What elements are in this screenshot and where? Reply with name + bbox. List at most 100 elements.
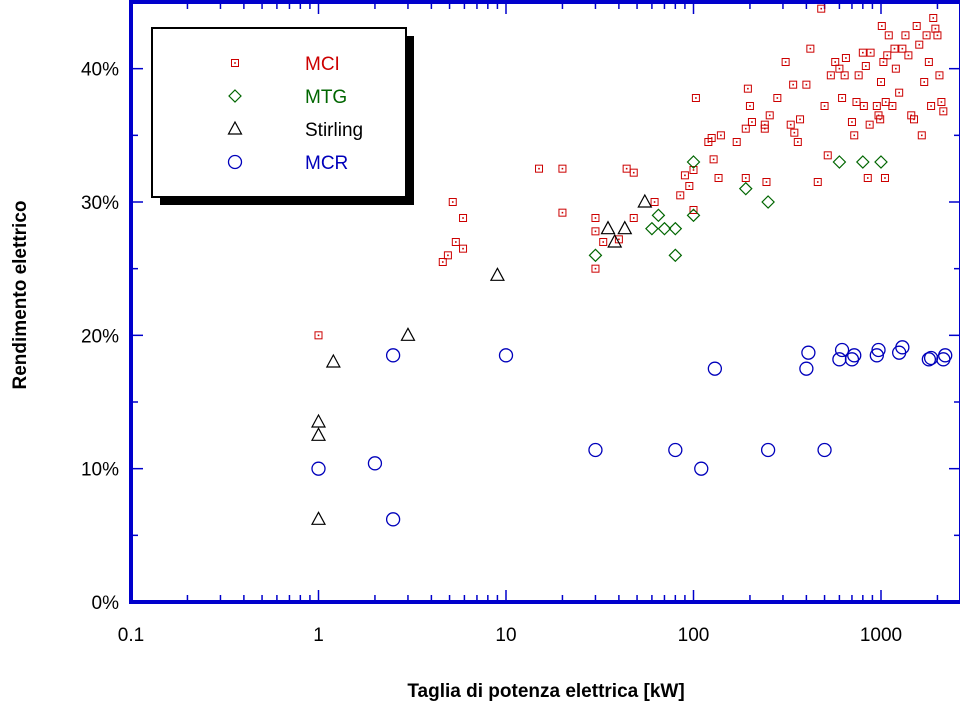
legend: MCI MTG Stirling MCR xyxy=(151,27,414,205)
mci-point xyxy=(796,115,805,124)
mci-point xyxy=(881,98,890,106)
y-tick-label: 10% xyxy=(81,460,119,481)
mci-point xyxy=(876,115,885,124)
mci-point xyxy=(558,208,567,217)
x-tick-label: 0.1 xyxy=(118,625,144,646)
mci-point xyxy=(786,120,795,129)
y-tick-label: 30% xyxy=(81,193,119,214)
legend-label-mci: MCI xyxy=(305,54,340,75)
mtg-point xyxy=(832,155,847,169)
x-tick-label: 1000 xyxy=(860,625,902,646)
y-tick-label: 40% xyxy=(81,60,119,81)
mcr-point xyxy=(801,345,816,360)
mci-point xyxy=(743,84,752,93)
mci-point xyxy=(443,251,452,260)
mci-point xyxy=(883,51,892,60)
mci-point xyxy=(841,54,850,62)
mci-point xyxy=(802,80,811,89)
mcr-point xyxy=(385,512,401,527)
mci-point xyxy=(591,214,600,222)
mci-point xyxy=(745,102,754,110)
mci-point xyxy=(459,244,468,253)
mci-point xyxy=(872,102,881,110)
mci-point xyxy=(931,24,940,33)
y-tick-labels: 0% 10% 20% 30% 40% xyxy=(81,60,119,614)
mci-point xyxy=(558,164,567,173)
mci-point xyxy=(854,71,863,80)
mci-point xyxy=(793,138,802,146)
mci-point xyxy=(866,48,875,57)
mci-point xyxy=(895,88,904,97)
mtg-point xyxy=(855,155,870,169)
mci-point xyxy=(850,131,859,140)
mci-point xyxy=(535,164,544,173)
mtg-point xyxy=(657,221,672,236)
mci-point xyxy=(877,78,885,86)
mci-point xyxy=(858,48,867,57)
mcr-point xyxy=(844,352,860,367)
mci-point xyxy=(689,166,698,174)
y-tick-label: 20% xyxy=(81,326,119,347)
mci-point xyxy=(773,94,782,102)
mci-point xyxy=(929,14,938,22)
mci-point xyxy=(820,102,829,110)
mci-point xyxy=(877,22,886,30)
mci-point xyxy=(707,134,716,142)
mci-point xyxy=(922,31,931,40)
mci-point xyxy=(826,71,835,80)
mci-point xyxy=(747,118,756,126)
mci-point xyxy=(629,214,638,222)
mci-point xyxy=(823,151,832,160)
y-axis-title: Rendimento elettrico xyxy=(10,201,31,390)
mci-point xyxy=(732,138,741,146)
mcr-point xyxy=(385,348,401,363)
mci-point xyxy=(591,264,600,273)
x-axis-title: Taglia di potenza elettrica [kW] xyxy=(407,681,684,702)
mci-point xyxy=(852,98,861,106)
y-tick-label: 0% xyxy=(92,593,120,614)
mcr-point xyxy=(921,352,937,367)
mci-point xyxy=(765,111,774,120)
mcr-point xyxy=(707,361,723,376)
mci-point xyxy=(438,258,447,266)
mtg-point xyxy=(668,221,683,236)
legend-label-stirling: Stirling xyxy=(305,120,363,141)
mci-point xyxy=(790,128,799,137)
mtg-point xyxy=(588,248,603,263)
mtg-point xyxy=(738,181,753,196)
mtg-point xyxy=(651,208,666,223)
x-tick-labels: 0.1 1 10 100 1000 xyxy=(118,625,902,646)
mcr-point xyxy=(668,442,683,458)
mcr-point xyxy=(895,340,910,355)
mci-point xyxy=(915,40,924,49)
mci-point xyxy=(912,22,921,30)
mci-point xyxy=(448,198,457,206)
mci-point xyxy=(789,80,798,89)
mcr-point xyxy=(760,442,776,458)
mci-point xyxy=(629,168,638,177)
mtg-point xyxy=(686,208,701,223)
mci-point xyxy=(917,131,926,140)
mci-point xyxy=(835,64,844,73)
mcr-point xyxy=(938,348,953,363)
mci-point xyxy=(890,44,899,53)
mci-point xyxy=(865,120,874,129)
mci-point xyxy=(817,4,826,13)
x-tick-label: 10 xyxy=(495,625,516,646)
legend-box xyxy=(151,27,407,198)
mci-point xyxy=(314,331,323,340)
mci-point xyxy=(762,178,771,186)
mcr-point xyxy=(817,442,832,458)
mci-point xyxy=(937,98,946,106)
legend-marker-mci xyxy=(231,59,239,67)
mcr-point xyxy=(367,456,383,471)
mci-point xyxy=(716,131,725,140)
mcr-point xyxy=(311,461,326,476)
mci-point xyxy=(924,58,933,66)
legend-label-mcr: MCR xyxy=(305,153,348,174)
mci-point xyxy=(939,107,948,116)
mci-point xyxy=(838,94,847,102)
stirling-point xyxy=(310,413,327,428)
mci-point xyxy=(459,214,468,222)
stirling-point xyxy=(600,220,616,235)
